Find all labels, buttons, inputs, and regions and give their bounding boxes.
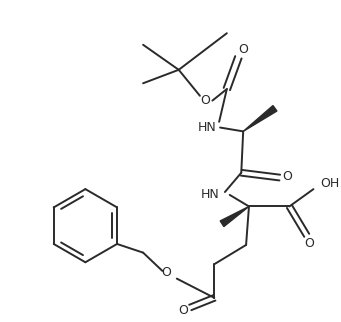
Text: OH: OH [320,177,339,190]
Polygon shape [243,106,277,131]
Text: O: O [161,266,171,279]
Text: O: O [201,94,211,107]
Polygon shape [220,206,249,227]
Text: O: O [305,237,314,250]
Text: HN: HN [198,121,217,134]
Text: HN: HN [201,188,220,201]
Text: O: O [283,170,292,183]
Text: O: O [179,304,189,317]
Text: O: O [238,43,248,56]
